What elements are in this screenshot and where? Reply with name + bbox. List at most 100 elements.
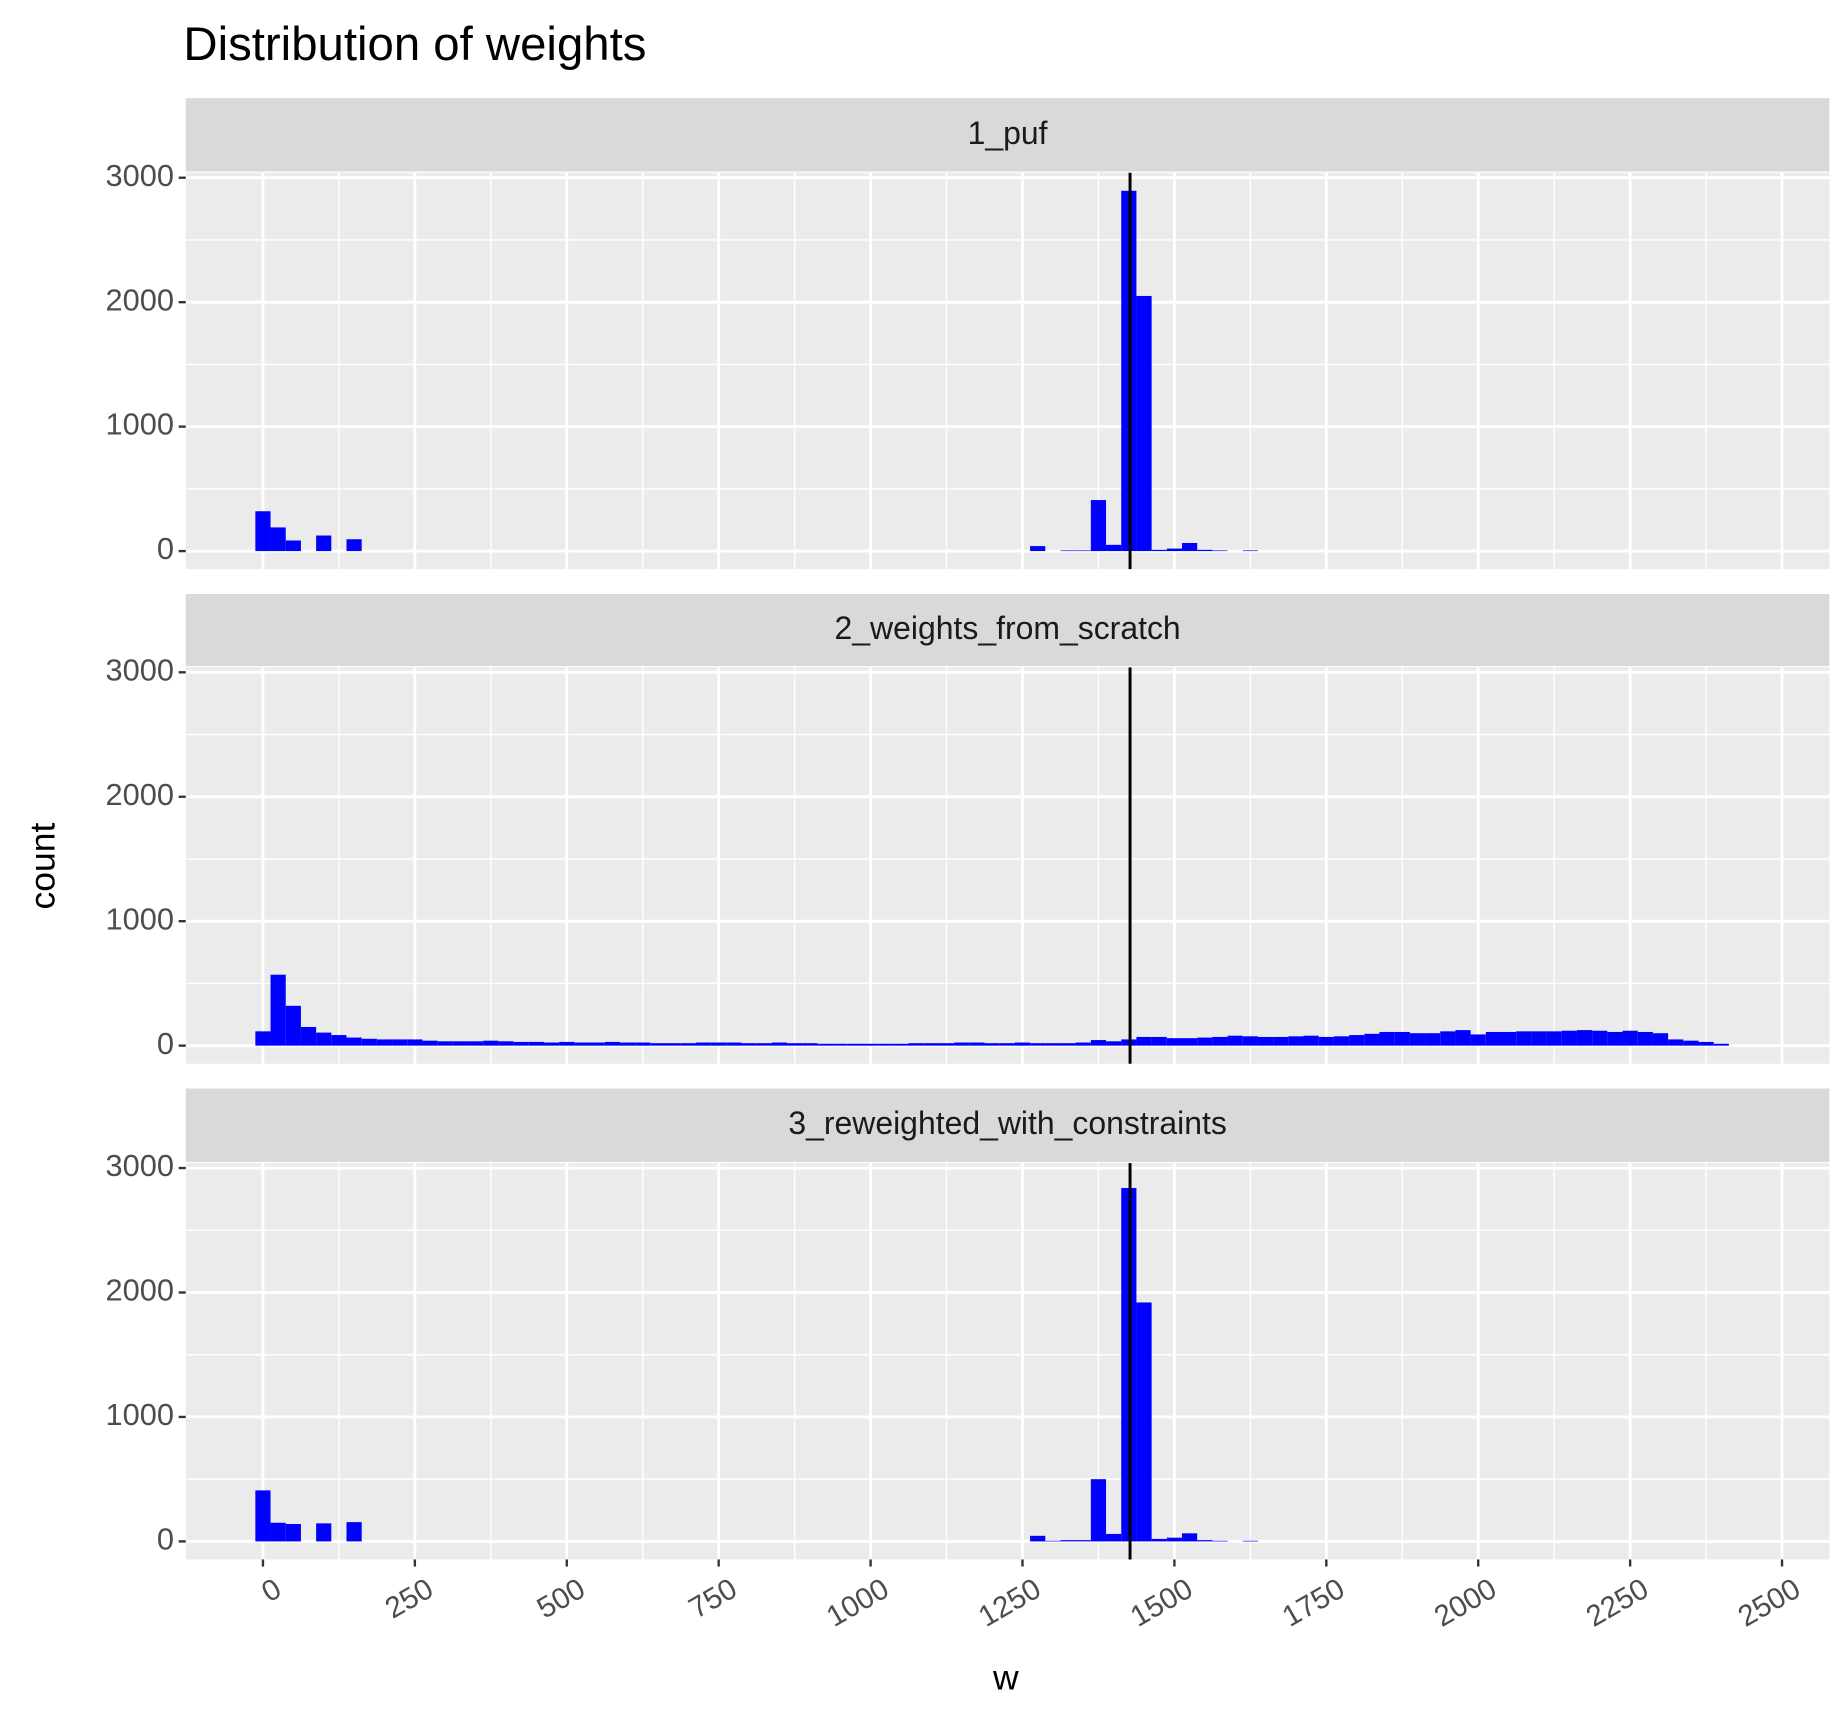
histogram-bar: [847, 1043, 863, 1046]
histogram-bar: [1668, 1039, 1684, 1046]
histogram-bar: [513, 1041, 529, 1046]
histogram-bar: [908, 1043, 924, 1046]
histogram-bar: [407, 1039, 423, 1046]
histogram-bar: [1257, 1036, 1274, 1046]
histogram-bar: [1030, 546, 1046, 552]
histogram-bar: [255, 1490, 271, 1542]
histogram-bar: [285, 540, 301, 552]
histogram-bar: [543, 1042, 560, 1046]
histogram-bar: [589, 1042, 605, 1046]
histogram-bar: [270, 974, 286, 1046]
chart-title: Distribution of weights: [183, 18, 646, 71]
histogram-bar: [1470, 1034, 1486, 1046]
histogram-bar: [1364, 1033, 1380, 1046]
strip: [185, 98, 1830, 172]
histogram-bar: [1212, 1036, 1228, 1046]
histogram-bar: [1181, 1533, 1198, 1542]
y-tick-label: 1000: [106, 407, 174, 442]
histogram-bar: [316, 1032, 332, 1046]
histogram-bar: [680, 1043, 696, 1046]
histogram-bar: [1136, 1036, 1152, 1046]
histogram-bar: [1652, 1033, 1669, 1046]
histogram-bar: [635, 1042, 651, 1046]
histogram-bar: [1166, 1537, 1182, 1542]
histogram-bar: [1592, 1030, 1608, 1046]
histogram-bar: [1713, 1043, 1729, 1046]
histogram-bar: [862, 1043, 879, 1046]
histogram-bar: [695, 1042, 712, 1046]
histogram-bar: [650, 1043, 666, 1046]
histogram-bar: [969, 1042, 985, 1046]
x-axis-title: w: [992, 1658, 1019, 1698]
histogram-bar: [1561, 1030, 1577, 1046]
histogram-bar: [1060, 1043, 1076, 1046]
histogram-bar: [1030, 1043, 1046, 1046]
histogram-bar: [878, 1043, 894, 1046]
histogram-bar: [1045, 1043, 1061, 1046]
histogram-bar: [938, 1043, 955, 1046]
histogram-bar: [1166, 1038, 1182, 1046]
histogram-bar: [1501, 1031, 1517, 1046]
histogram-bar: [665, 1043, 681, 1046]
histogram-bar: [574, 1042, 590, 1046]
histogram-bar: [1212, 1540, 1228, 1542]
strip-label: 2_weights_from_scratch: [835, 610, 1181, 646]
histogram-bar: [1075, 1540, 1091, 1542]
histogram-bar: [1197, 1540, 1213, 1542]
histogram-bar: [923, 1043, 939, 1046]
histogram-bar: [483, 1040, 499, 1046]
histogram-bar: [771, 1042, 788, 1046]
histogram-bar: [1485, 1031, 1502, 1046]
histogram-bar: [1637, 1031, 1653, 1046]
histogram-bar: [346, 539, 362, 552]
strip: [185, 1088, 1830, 1162]
histogram-bar: [1181, 1038, 1198, 1046]
histogram-bar: [1576, 1030, 1593, 1046]
histogram-bar: [954, 1042, 970, 1046]
histogram-bar: [1136, 295, 1152, 552]
histogram-bar: [452, 1041, 469, 1046]
histogram-bar: [285, 1005, 301, 1046]
histogram-bar: [741, 1043, 757, 1046]
histogram-bar: [1425, 1033, 1441, 1046]
histogram-bar: [1516, 1031, 1532, 1046]
y-tick-label: 1000: [106, 901, 174, 936]
y-axis-title: count: [22, 823, 62, 910]
y-tick-label: 0: [157, 531, 174, 566]
histogram-bar: [346, 1522, 362, 1542]
histogram-bar: [802, 1043, 818, 1046]
histogram-bar: [619, 1042, 636, 1046]
histogram-bar: [1197, 1037, 1213, 1046]
histogram-bar: [270, 527, 286, 552]
histogram-bar: [787, 1043, 803, 1046]
histogram-bar: [1349, 1035, 1365, 1046]
histogram-bar: [1090, 1040, 1107, 1046]
panel: [185, 667, 1830, 1064]
histogram-bar: [1303, 1035, 1319, 1046]
histogram-bar: [1212, 550, 1228, 552]
strip: [185, 593, 1830, 667]
y-tick-label: 3000: [106, 652, 174, 687]
panel: [185, 172, 1830, 570]
y-tick-label: 2000: [106, 282, 174, 317]
panel: [185, 1163, 1830, 1560]
histogram-bar: [316, 535, 332, 552]
histogram-bar: [1151, 549, 1167, 552]
histogram-bar: [1075, 1042, 1091, 1046]
histogram-bar: [1106, 544, 1122, 552]
histogram-bar: [1227, 1035, 1243, 1046]
histogram-bar: [604, 1041, 620, 1046]
histogram-bar: [255, 511, 271, 552]
histogram-bar: [1045, 1540, 1061, 1542]
histogram-bar: [1622, 1030, 1638, 1046]
y-tick-label: 1000: [106, 1397, 174, 1432]
histogram-bar: [984, 1043, 1000, 1046]
histogram-bar: [1014, 1042, 1031, 1046]
y-tick-label: 0: [157, 1522, 174, 1557]
histogram-bar: [1181, 542, 1198, 552]
histogram-bar: [1333, 1036, 1350, 1046]
histogram-bar: [498, 1041, 514, 1046]
histogram-bar: [468, 1041, 484, 1046]
histogram-bar: [832, 1043, 848, 1046]
